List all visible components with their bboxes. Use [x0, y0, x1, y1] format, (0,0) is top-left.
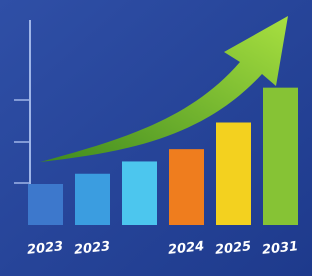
bar — [169, 149, 204, 225]
bar — [216, 123, 251, 226]
bar — [263, 88, 298, 225]
bar — [75, 174, 110, 225]
bar — [28, 184, 63, 225]
bar — [122, 161, 157, 225]
